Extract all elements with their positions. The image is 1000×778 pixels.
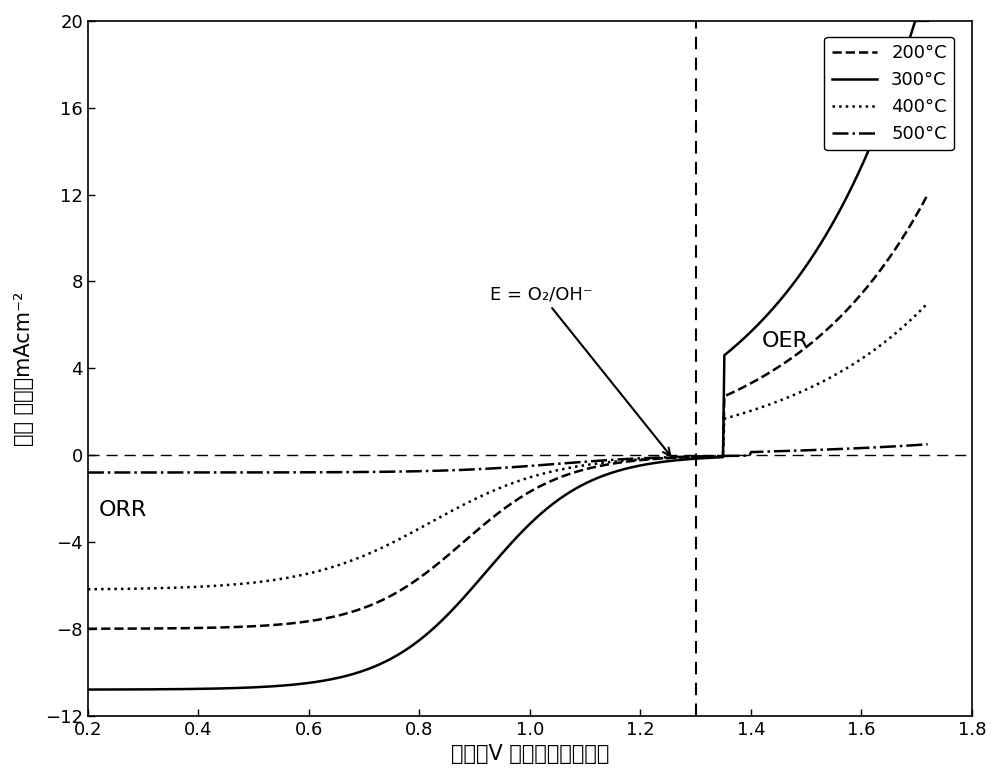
- Text: OER: OER: [762, 331, 809, 351]
- 500°C: [298, 468, 310, 477]
- Line: 500°C: 500°C: [88, 444, 928, 472]
- 400°C: [922, 299, 934, 308]
- 300°C: [922, 16, 934, 26]
- 500°C: [462, 465, 474, 475]
- Text: ORR: ORR: [99, 500, 147, 520]
- 500°C: [230, 468, 242, 477]
- X-axis label: 电压／V 相对于可逆氢电极: 电压／V 相对于可逆氢电极: [451, 744, 609, 764]
- 300°C: [910, 16, 922, 26]
- 200°C: [714, 451, 726, 461]
- Text: E = O₂/OH⁻: E = O₂/OH⁻: [490, 286, 670, 455]
- 300°C: [714, 453, 726, 462]
- 500°C: [82, 468, 94, 477]
- 200°C: [82, 624, 94, 633]
- 500°C: [643, 454, 655, 463]
- 400°C: [82, 584, 94, 594]
- Y-axis label: 电流 密度／mAcm⁻²: 电流 密度／mAcm⁻²: [14, 291, 34, 446]
- 200°C: [230, 622, 242, 632]
- 200°C: [577, 465, 589, 475]
- 500°C: [577, 457, 589, 467]
- 400°C: [230, 580, 242, 589]
- Line: 200°C: 200°C: [88, 194, 928, 629]
- 200°C: [298, 617, 310, 626]
- 400°C: [643, 454, 655, 464]
- 200°C: [643, 454, 655, 464]
- 400°C: [577, 461, 589, 470]
- 300°C: [230, 683, 242, 692]
- 300°C: [643, 459, 655, 468]
- 500°C: [922, 440, 934, 449]
- Line: 300°C: 300°C: [88, 21, 928, 689]
- 300°C: [462, 588, 474, 598]
- 400°C: [298, 570, 310, 580]
- Line: 400°C: 400°C: [88, 303, 928, 589]
- 200°C: [922, 190, 934, 199]
- 400°C: [714, 452, 726, 461]
- 300°C: [577, 480, 589, 489]
- Legend: 200°C, 300°C, 400°C, 500°C: 200°C, 300°C, 400°C, 500°C: [824, 37, 954, 150]
- 300°C: [298, 679, 310, 689]
- 500°C: [714, 451, 726, 461]
- 300°C: [82, 685, 94, 694]
- 400°C: [462, 498, 474, 507]
- 200°C: [462, 534, 474, 543]
